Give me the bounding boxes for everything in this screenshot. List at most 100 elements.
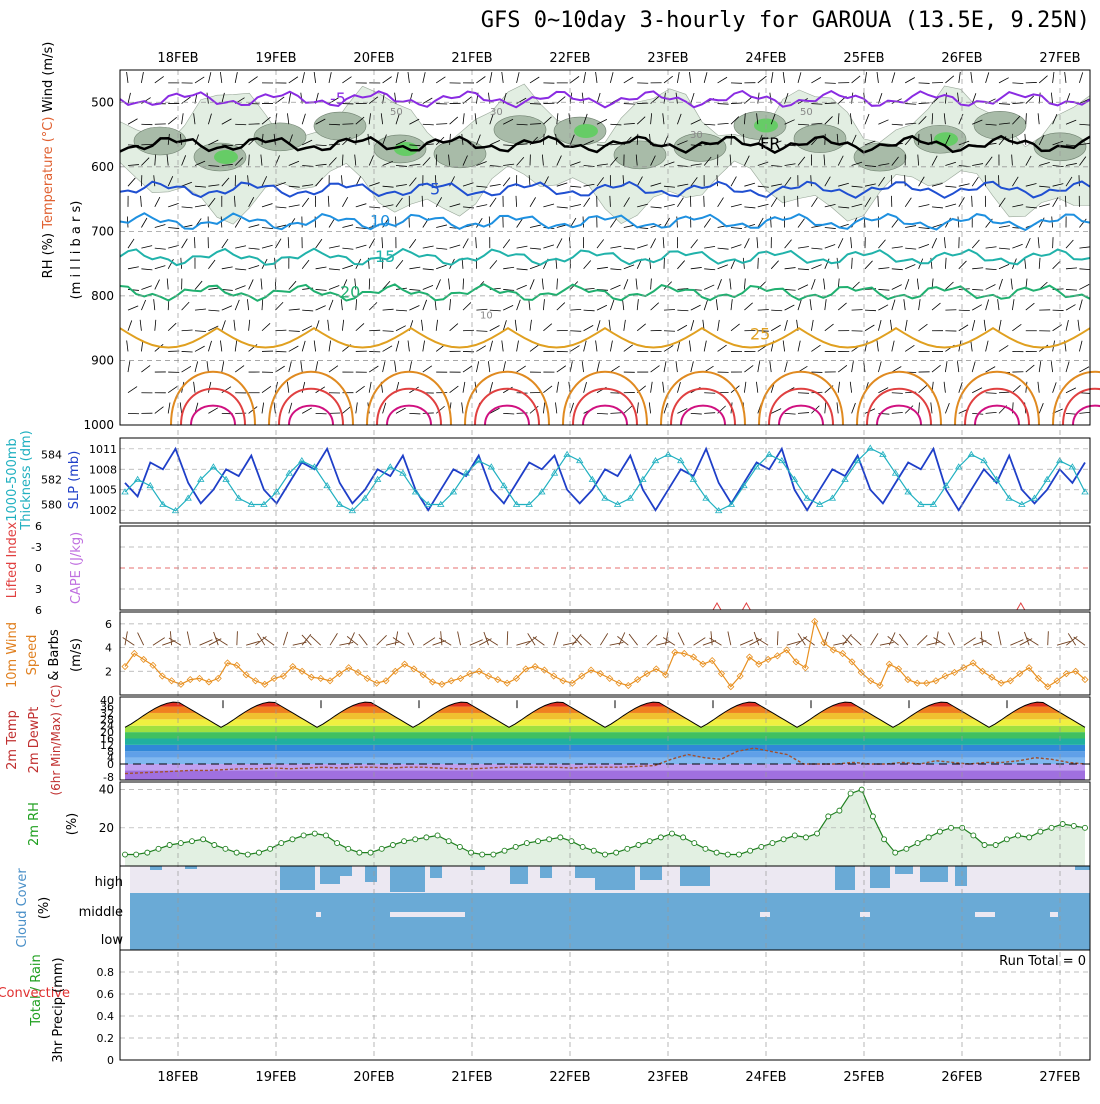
thickness-ylabel-1: 1000-500mb (5, 438, 20, 522)
rh-marker (424, 835, 429, 840)
wind-barb (1066, 289, 1077, 290)
wind-barb (656, 642, 670, 645)
wind-barb (448, 279, 449, 290)
wind-barb (502, 341, 503, 352)
wind-barb (421, 320, 422, 331)
cape-ylabel: CAPE (J/kg) (69, 532, 84, 604)
wind-barb (691, 267, 702, 268)
x-tick-label-bottom: 21FEB (451, 1070, 492, 1085)
temp-band (120, 770, 1090, 780)
temp-band (120, 732, 1090, 738)
y-tick-label: 1000 (83, 418, 114, 432)
wind-barb (865, 72, 867, 83)
wind-barb (852, 361, 854, 372)
rh-marker (502, 848, 507, 853)
wind-barb (316, 267, 327, 269)
wind-barb (530, 77, 539, 83)
wind-barb (691, 413, 702, 414)
temp-contour-warm (1063, 389, 1100, 425)
wind-barb (408, 72, 409, 83)
wind-barb (383, 309, 394, 310)
wind-barb (450, 324, 458, 331)
rh-marker (681, 835, 686, 840)
rh-ylabel-2: (%) (65, 813, 80, 836)
wind-barb (356, 204, 367, 207)
wind-barb (691, 320, 694, 331)
wind-barb (744, 183, 755, 186)
wind-barb (356, 245, 367, 248)
wind-barb (718, 279, 722, 289)
wind-barb (141, 286, 151, 290)
rh-marker (446, 839, 451, 844)
wind-barb (195, 331, 206, 332)
temp-contour-warm (661, 372, 745, 425)
rh-marker (848, 791, 853, 796)
rh-marker (480, 852, 485, 857)
wind-barb (141, 365, 150, 372)
wind-barb (610, 196, 611, 207)
rh-marker (379, 846, 384, 851)
wind-barb (785, 240, 792, 249)
wind-barb (758, 204, 769, 207)
x-tick-label-bottom: 20FEB (353, 1070, 394, 1085)
wind-barb (141, 218, 147, 227)
wind-barb (704, 246, 715, 248)
x-tick-label-bottom: 26FEB (941, 1070, 982, 1085)
rh-marker (580, 844, 585, 849)
rh-shade-mid (974, 111, 1026, 139)
wind-barb (689, 72, 690, 83)
wind-barb (155, 266, 166, 269)
wind-barb (1048, 631, 1049, 645)
wind-barb (584, 325, 594, 330)
cloud-high-bar (680, 866, 710, 886)
wind-barb (182, 366, 191, 372)
rh-shade-mid (494, 116, 546, 144)
rh-shade-mid (254, 123, 306, 151)
wind-barb (771, 72, 773, 83)
wind-barb (289, 361, 292, 372)
wind-barb (878, 361, 881, 372)
wind-barb (488, 361, 489, 372)
wind-barb (275, 207, 286, 208)
wind-barb (852, 76, 861, 83)
wind-barb (651, 207, 662, 208)
temp-contour-warm (485, 406, 529, 425)
rh-marker (770, 841, 775, 846)
wind-barb (235, 246, 246, 248)
wind-barb (711, 631, 712, 645)
wind-barb (664, 361, 666, 372)
temp-band (120, 745, 1090, 751)
temp-contour-warm (377, 389, 441, 425)
wind-barb (798, 413, 809, 414)
wind-barb (208, 310, 219, 311)
wind-barb (570, 361, 572, 372)
rh-marker (256, 850, 261, 855)
wind-barb (718, 104, 729, 105)
temp-contour-warm (759, 372, 843, 425)
wind-barb (584, 198, 590, 207)
rh-tick-label: 20 (99, 821, 114, 835)
temp-ylabel-3: (6hr Min/Max) (°C) (49, 684, 63, 795)
wind-barb (342, 197, 347, 207)
wind-barb (878, 268, 889, 269)
wind-barb (476, 76, 485, 82)
wind-barb (329, 341, 331, 352)
wind-barb (463, 239, 468, 249)
wind-barb (530, 320, 531, 331)
cloud-ylabel-1: Cloud Cover (15, 868, 30, 948)
wind-barb (892, 285, 902, 290)
wind-barb (515, 320, 516, 331)
wind-barb (647, 635, 657, 645)
wind-barb (207, 361, 208, 372)
wind-barb (704, 219, 710, 228)
sounding-ylabel-part: Wind (m/s) (41, 42, 56, 117)
wind-barb (1025, 134, 1026, 145)
wind-barb (1053, 325, 1062, 331)
wind-barb (530, 248, 541, 249)
wind-barb (931, 402, 932, 413)
wind-barb (905, 248, 916, 249)
wind-barb (554, 632, 558, 645)
wind-barb (731, 324, 740, 331)
wind-barb (570, 309, 581, 310)
